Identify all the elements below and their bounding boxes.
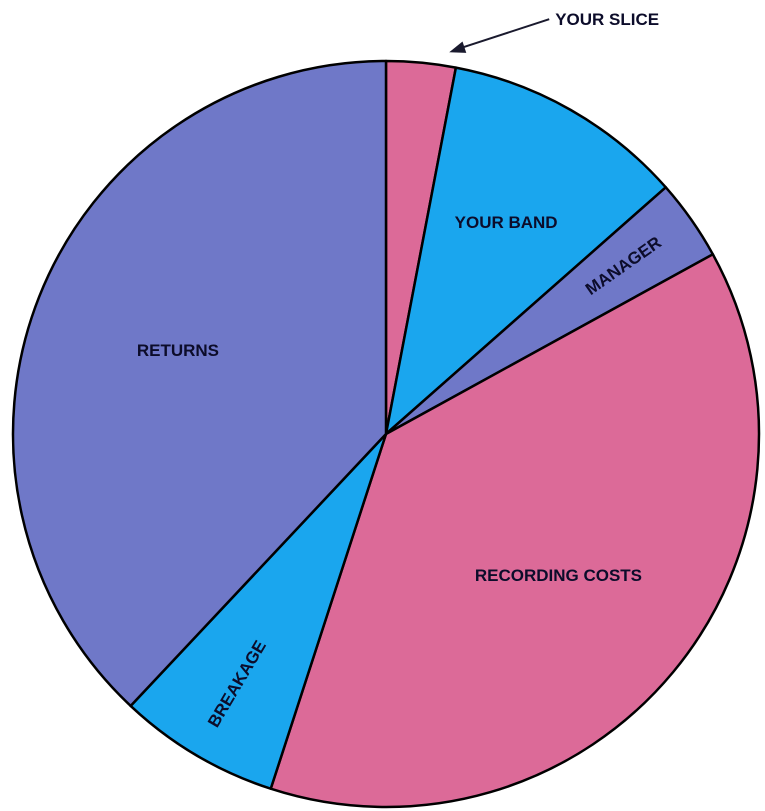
callout: YOUR SLICE — [449, 10, 659, 53]
pie-slices — [11, 59, 761, 809]
callout-arrow-head — [449, 41, 467, 53]
slice-label-returns: RETURNS — [137, 341, 219, 360]
slice-returns — [11, 59, 388, 708]
slice-label-your-band: YOUR BAND — [455, 213, 558, 232]
slice-label-your-slice: YOUR SLICE — [555, 10, 659, 29]
callout-arrow-line — [456, 18, 550, 51]
slice-label-recording-costs: RECORDING COSTS — [475, 566, 642, 585]
slice-breakage — [129, 432, 388, 790]
slice-recording-costs — [269, 253, 761, 809]
slice-your-band — [384, 66, 668, 436]
